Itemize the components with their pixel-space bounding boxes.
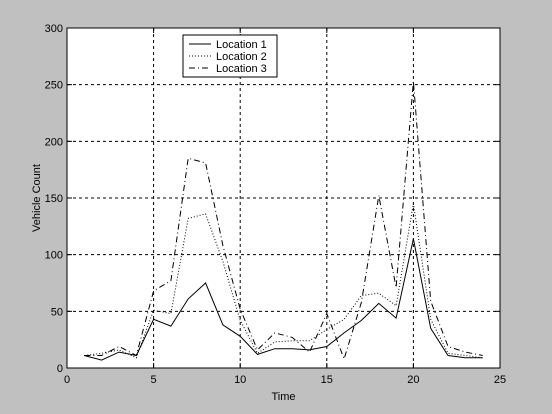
x-axis-label: Time (271, 391, 295, 403)
legend-box (182, 34, 278, 78)
x-tick-label: 25 (494, 374, 506, 386)
y-tick-label: 150 (45, 193, 63, 205)
y-tick-label: 0 (57, 363, 63, 375)
x-tick-label: 20 (407, 374, 419, 386)
y-tick-label: 250 (45, 80, 63, 92)
x-tick-label: 5 (151, 374, 157, 386)
grid-lines (67, 28, 500, 368)
legend: Location 1 Location 2 Location 3 (182, 34, 278, 78)
series-line-location-2 (84, 203, 483, 359)
legend-label-location-1: Location 1 (216, 39, 267, 51)
y-tick-label: 100 (45, 250, 63, 262)
x-tick-label: 0 (64, 374, 70, 386)
y-tick-label: 300 (45, 23, 63, 35)
series-line-location-3 (84, 81, 483, 361)
series-lines (84, 81, 483, 361)
y-axis-label: Vehicle Count (31, 164, 43, 232)
y-tick-label: 200 (45, 136, 63, 148)
x-tick-label: 10 (234, 374, 246, 386)
y-tick-label: 50 (51, 306, 63, 318)
legend-label-location-2: Location 2 (216, 51, 267, 63)
legend-label-location-3: Location 3 (216, 63, 267, 75)
series-line-location-1 (84, 238, 483, 361)
x-tick-label: 15 (321, 374, 333, 386)
